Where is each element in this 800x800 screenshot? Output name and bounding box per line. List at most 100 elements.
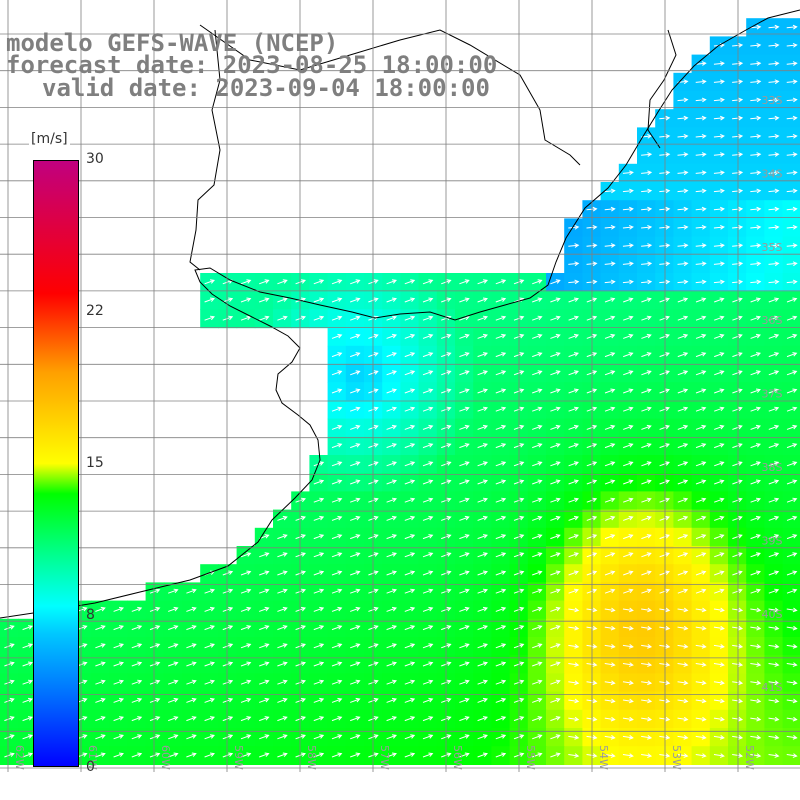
wind-arrow bbox=[732, 188, 744, 194]
wind-arrow bbox=[532, 297, 543, 303]
wind-arrow bbox=[277, 279, 288, 285]
wind-arrow bbox=[495, 515, 507, 521]
wind-arrow bbox=[277, 625, 288, 631]
wind-arrow bbox=[714, 534, 725, 540]
wind-arrow bbox=[495, 352, 507, 358]
wind-arrow bbox=[113, 752, 124, 758]
wind-arrow bbox=[350, 752, 361, 758]
wind-arrow bbox=[750, 224, 762, 230]
wind-arrow bbox=[495, 716, 507, 722]
wind-arrow bbox=[768, 680, 780, 686]
wind-arrow bbox=[586, 261, 598, 267]
wind-arrow bbox=[732, 570, 743, 576]
wind-arrow bbox=[622, 224, 634, 230]
wind-arrow bbox=[732, 461, 743, 467]
wind-arrow bbox=[259, 643, 270, 649]
wind-arrow bbox=[532, 443, 543, 449]
wind-arrow bbox=[768, 261, 780, 267]
wind-arrow bbox=[732, 515, 743, 521]
wind-arrow bbox=[22, 697, 33, 703]
wind-arrow bbox=[750, 79, 762, 85]
wind-arrow bbox=[659, 625, 671, 631]
wind-arrow bbox=[495, 461, 507, 467]
wind-arrow bbox=[750, 24, 762, 30]
wind-arrow bbox=[477, 588, 488, 594]
wind-arrow bbox=[386, 352, 397, 358]
wind-arrow bbox=[259, 315, 270, 321]
wind-arrow bbox=[459, 606, 470, 612]
wind-arrow bbox=[713, 170, 725, 176]
wind-arrow bbox=[732, 152, 744, 157]
wind-arrow bbox=[641, 424, 652, 430]
wind-arrow bbox=[477, 716, 488, 722]
wind-arrow bbox=[695, 497, 707, 503]
wind-arrow bbox=[732, 607, 744, 613]
wind-arrow bbox=[732, 315, 743, 321]
wind-arrow bbox=[4, 661, 15, 667]
wind-arrow bbox=[659, 243, 671, 248]
wind-arrow bbox=[641, 370, 652, 376]
wind-arrow bbox=[695, 152, 707, 157]
wind-arrow bbox=[404, 315, 416, 321]
wind-arrow bbox=[240, 752, 252, 758]
wind-arrow bbox=[477, 443, 488, 449]
wind-arrow bbox=[641, 607, 653, 613]
wind-arrow bbox=[732, 352, 743, 358]
wind-arrow bbox=[604, 188, 616, 194]
wind-arrow bbox=[404, 697, 416, 703]
wind-arrow bbox=[659, 534, 670, 540]
wind-arrow bbox=[732, 753, 744, 758]
wind-arrow bbox=[713, 698, 725, 704]
wind-arrow bbox=[604, 388, 616, 394]
wind-arrow bbox=[604, 443, 616, 449]
wind-arrow bbox=[168, 679, 179, 685]
wind-arrow bbox=[750, 333, 761, 339]
wind-arrow bbox=[695, 534, 707, 540]
wind-arrow bbox=[695, 424, 707, 430]
wind-arrow bbox=[477, 697, 488, 703]
wind-arrow bbox=[550, 479, 561, 485]
wind-arrow bbox=[623, 297, 634, 303]
wind-arrow bbox=[714, 570, 725, 576]
wind-arrow bbox=[95, 697, 106, 703]
wind-arrow bbox=[350, 315, 361, 321]
wind-arrow bbox=[586, 552, 598, 558]
wind-arrow bbox=[495, 279, 507, 285]
wind-arrow bbox=[623, 352, 634, 358]
wind-arrow bbox=[259, 570, 270, 576]
wind-arrow bbox=[149, 752, 161, 758]
wind-arrow bbox=[732, 79, 744, 85]
wind-arrow bbox=[386, 297, 397, 303]
wind-arrow bbox=[786, 662, 798, 667]
latitude-label: 39S bbox=[762, 534, 783, 547]
wind-arrow bbox=[604, 315, 616, 321]
wind-arrow bbox=[131, 643, 143, 649]
wind-arrow bbox=[350, 479, 361, 485]
wind-arrow bbox=[732, 552, 743, 558]
wind-arrow bbox=[350, 734, 361, 740]
wind-arrow bbox=[786, 152, 798, 157]
wind-arrow bbox=[532, 352, 543, 358]
wind-arrow bbox=[641, 753, 653, 758]
wind-arrow bbox=[786, 224, 798, 230]
wind-arrow bbox=[404, 552, 416, 558]
wind-arrow bbox=[532, 388, 543, 394]
wind-arrow bbox=[659, 115, 671, 121]
wind-arrow bbox=[659, 261, 671, 267]
wind-arrow bbox=[186, 625, 197, 631]
wind-arrow bbox=[768, 424, 780, 430]
wind-arrow bbox=[422, 370, 434, 376]
wind-arrow bbox=[386, 315, 397, 321]
wind-arrow bbox=[641, 261, 653, 267]
wind-arrow bbox=[786, 625, 798, 631]
wind-arrow bbox=[750, 97, 762, 103]
wind-arrow bbox=[622, 625, 634, 631]
wind-arrow bbox=[459, 752, 470, 758]
wind-arrow bbox=[713, 133, 725, 139]
wind-arrow bbox=[240, 297, 252, 303]
wind-arrow bbox=[113, 716, 124, 722]
wind-arrow bbox=[786, 206, 798, 212]
wind-arrow bbox=[586, 279, 598, 285]
forecast-date: forecast date: 2023-08-25 18:00:00 bbox=[6, 51, 498, 79]
wind-arrow bbox=[113, 734, 124, 740]
